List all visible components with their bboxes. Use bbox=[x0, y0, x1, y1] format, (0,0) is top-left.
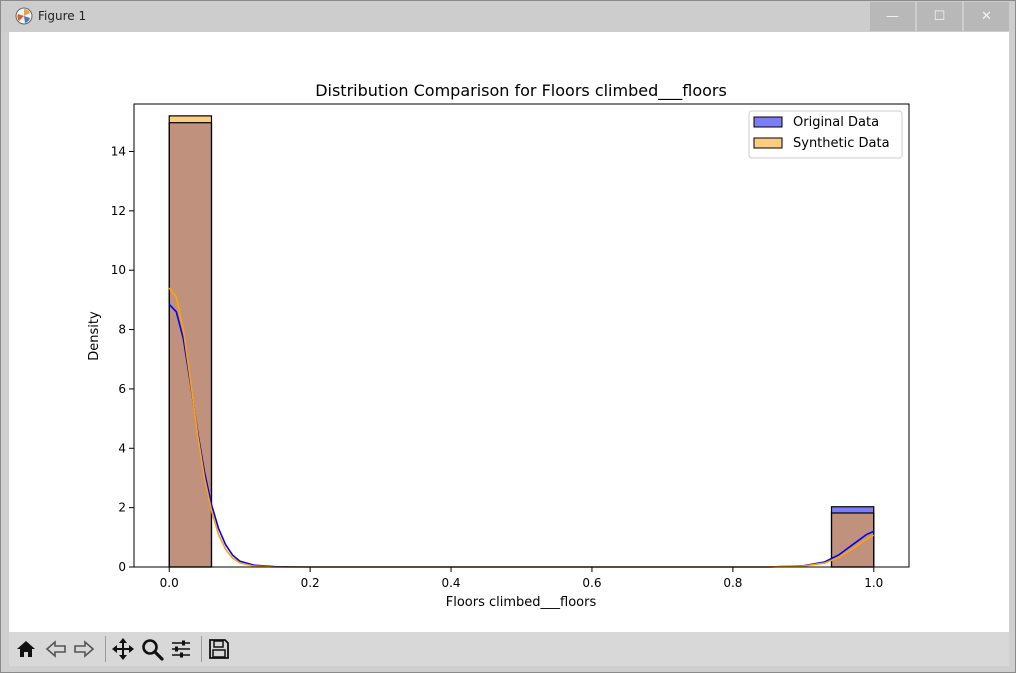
y-tick-label: 10 bbox=[111, 263, 126, 277]
synthetic-bar bbox=[169, 115, 212, 123]
title-bar[interactable]: Figure 1 — ☐ ✕ bbox=[1, 1, 1015, 32]
original-kde-line bbox=[168, 303, 875, 568]
chart-title: Distribution Comparison for Floors climb… bbox=[315, 81, 727, 101]
x-tick-label: 0.6 bbox=[582, 576, 601, 590]
toolbar-separator bbox=[105, 636, 106, 662]
y-axis-label: Density bbox=[87, 311, 102, 361]
overlap-bar bbox=[169, 122, 212, 568]
close-button[interactable]: ✕ bbox=[964, 2, 1009, 31]
pan-icon[interactable] bbox=[111, 637, 135, 661]
y-tick-label: 4 bbox=[118, 441, 126, 455]
zoom-icon[interactable] bbox=[140, 637, 164, 661]
legend-label-original: Original Data bbox=[793, 115, 879, 130]
maximize-button[interactable]: ☐ bbox=[917, 2, 962, 31]
overlap-bar bbox=[831, 512, 874, 567]
configure-subplots-icon[interactable] bbox=[169, 637, 193, 661]
bars-layer bbox=[168, 115, 875, 568]
back-icon[interactable] bbox=[44, 637, 68, 661]
synthetic-kde-line bbox=[168, 287, 875, 568]
close-icon: ✕ bbox=[981, 9, 992, 24]
figure-canvas[interactable]: Distribution Comparison for Floors climb… bbox=[9, 32, 1009, 632]
forward-icon[interactable] bbox=[72, 637, 96, 661]
minimize-icon: — bbox=[886, 9, 899, 24]
home-icon[interactable] bbox=[14, 637, 38, 661]
y-tick-label: 12 bbox=[111, 204, 126, 218]
x-axis-label: Floors climbed___floors bbox=[446, 595, 597, 610]
legend-swatch-synthetic bbox=[753, 137, 783, 149]
legend-label-synthetic: Synthetic Data bbox=[793, 136, 890, 151]
legend: Original Data Synthetic Data bbox=[748, 110, 903, 159]
navigation-toolbar bbox=[9, 632, 1009, 666]
x-tick-label: 0.0 bbox=[160, 576, 179, 590]
y-tick-label: 0 bbox=[118, 560, 126, 574]
y-tick-label: 2 bbox=[118, 501, 126, 515]
save-icon[interactable] bbox=[207, 637, 231, 661]
x-tick-label: 0.4 bbox=[441, 576, 460, 590]
y-tick-label: 6 bbox=[118, 382, 126, 396]
original-bar bbox=[831, 506, 874, 513]
y-tick-label: 8 bbox=[118, 323, 126, 337]
x-tick-label: 1.0 bbox=[864, 576, 883, 590]
legend-frame bbox=[748, 110, 903, 159]
matplotlib-app-icon bbox=[15, 7, 33, 25]
y-tick-label: 14 bbox=[111, 144, 126, 158]
axes-layer: 0.0 0.2 0.4 0.6 0.8 1.0 0 2 4 6 8 10 12 14 bbox=[111, 103, 910, 590]
toolbar-separator bbox=[201, 636, 202, 662]
legend-swatch-original bbox=[753, 116, 783, 128]
minimize-button[interactable]: — bbox=[870, 2, 915, 31]
maximize-icon: ☐ bbox=[933, 9, 946, 24]
x-tick-label: 0.2 bbox=[301, 576, 320, 590]
window-title: Figure 1 bbox=[38, 9, 87, 23]
chart: Distribution Comparison for Floors climb… bbox=[87, 81, 910, 610]
axes-frame bbox=[133, 103, 910, 568]
kde-layer bbox=[168, 287, 875, 568]
x-tick-label: 0.8 bbox=[723, 576, 742, 590]
